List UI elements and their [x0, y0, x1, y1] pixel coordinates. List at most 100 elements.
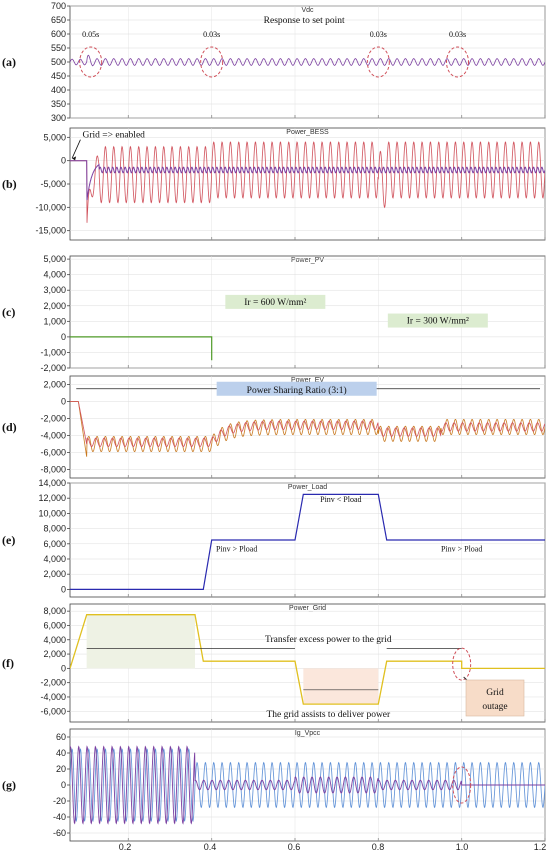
panel-power_load: Power_Load (e) 14,000 12,000 10,000 8,000 6,00…: [2, 478, 546, 598]
y-tick-label: -40: [53, 812, 66, 822]
y-tick-label: 2,000: [43, 569, 66, 579]
vpcc-line: [70, 745, 545, 825]
y-tick-label: 550: [51, 43, 66, 53]
y-tick-label: 500: [51, 57, 66, 67]
y-tick-label: 400: [51, 85, 66, 95]
time-label: 0.05s: [82, 30, 99, 39]
y-tick-label: 600: [51, 29, 66, 39]
panel-power_grid: Power_Grid (f) 8,000 6,000 4,000 2,000 0 -2,000…: [2, 603, 546, 723]
y-tick-label: 14,000: [38, 478, 66, 488]
panel-letter: (f): [2, 656, 14, 670]
y-tick-label: -10,000: [35, 202, 66, 212]
bess-line-purple: [70, 160, 545, 201]
irradiance-600-label: Ir = 600 W/mm²: [244, 298, 306, 308]
y-tick-label: 2,000: [43, 649, 66, 659]
y-tick-label: 20: [56, 764, 66, 774]
y-tick-label: 3,000: [43, 285, 66, 295]
y-tick-label: 0: [61, 584, 66, 594]
y-tick-label: -2,000: [40, 678, 66, 688]
excess-region: [86, 614, 195, 669]
pinv-gt-pload-label: Pinv > Pload: [216, 544, 257, 553]
y-tick-label: 8,000: [43, 524, 66, 534]
panel-letter: (a): [2, 55, 16, 69]
irradiance-box: [225, 294, 326, 309]
plot-area: [70, 493, 545, 590]
y-tick-label: 4,000: [43, 270, 66, 280]
dashed-circle: [452, 766, 472, 804]
sharing-label: Power Sharing Ratio (3:1): [247, 385, 347, 396]
response-label: Response to set point: [264, 16, 345, 26]
pinv-gt-pload-label: Pinv > Pload: [441, 544, 482, 553]
panel-title: Power_EV: [291, 377, 324, 384]
grid-outage-callout: Grid outage: [463, 676, 525, 717]
plot-area: [70, 141, 545, 223]
pinv-lt-pload-label: Pinv < Pload: [320, 495, 361, 504]
dashed-circle: [446, 46, 469, 78]
y-tick-label: 0: [61, 663, 66, 673]
x-tick-label: 1.2: [534, 842, 547, 852]
panel-power_ev: Power_EV (d) 2,000 0 -2,000 -4,000 -6,000 -8,00…: [2, 375, 546, 479]
time-label: 0.03s: [370, 30, 387, 39]
dashed-circle: [200, 46, 224, 78]
transfer-label: Transfer excess power to the grid: [265, 634, 392, 645]
y-tick-label: 300: [51, 113, 66, 123]
y-tick-label: 350: [51, 99, 66, 109]
panel-title: Vdc: [301, 7, 314, 14]
y-tick-label: 8,000: [43, 606, 66, 616]
irradiance-300-label: Ir = 300 W/mm²: [407, 317, 469, 327]
plot-area: [70, 54, 545, 67]
panel-title: Ig_Vpcc: [295, 730, 321, 737]
y-tick-label: -6,000: [40, 448, 66, 458]
panel-title: Power_Grid: [289, 605, 326, 612]
irradiance-box: [387, 313, 488, 328]
panel-power_bess: Power_BESS (b) 5,000 0 -5,000 -10,000 -15,000 G…: [2, 127, 546, 241]
plot-area: [70, 745, 545, 825]
grid-enabled-label: Grid => enabled: [83, 130, 146, 140]
y-tick-label: -15,000: [35, 226, 66, 236]
time-label: 0.03s: [449, 30, 466, 39]
y-tick-label: -6,000: [40, 706, 66, 716]
x-tick-label: 1.0: [456, 842, 469, 852]
outage-box: [465, 679, 525, 717]
panel-ig_vpcc: Ig_Vpcc (g) 60 40 20 0 -20 -40 -60: [2, 728, 546, 842]
y-tick-label: 12,000: [38, 493, 66, 503]
y-tick-label: 2,000: [43, 380, 66, 390]
x-axis-tick-labels: 0.2 0.4 0.6 0.8 1.0 1.2: [119, 842, 547, 852]
arrow-head: [72, 156, 77, 161]
y-tick-label: -2,000: [40, 363, 66, 373]
vdc-line: [70, 54, 545, 67]
panel-title: Power_BESS: [286, 129, 329, 136]
ev-line-red: [70, 401, 545, 448]
plot-area: [70, 401, 545, 457]
dashed-circle: [452, 647, 472, 681]
outage-label-line2: outage: [482, 702, 507, 712]
panel-title: Power_PV: [291, 257, 324, 264]
assist-region: [303, 668, 379, 705]
y-tick-label: 2,000: [43, 301, 66, 311]
y-tick-label: 5,000: [43, 132, 66, 142]
y-tick-label: 6,000: [43, 539, 66, 549]
x-tick-label: 0.6: [288, 842, 301, 852]
y-tick-label: 0: [61, 397, 66, 407]
plot-area: [70, 336, 213, 361]
x-tick-label: 0.8: [372, 842, 385, 852]
y-tick-label: 0: [61, 780, 66, 790]
panel-letter: (g): [2, 778, 16, 792]
outage-label-line1: Grid: [486, 688, 504, 698]
y-tick-label: 1,000: [43, 316, 66, 326]
panel-vdc: Vdc (a) 300 350 400 450 500 550 600 650 700 0.05s 0.…: [2, 1, 546, 123]
panel-power_pv: Power_PV (c) 5,000 4,000 3,000 2,000 1,000 0 -1,…: [2, 254, 546, 373]
y-tick-label: -5,000: [40, 179, 66, 189]
x-tick-label: 0.2: [119, 842, 132, 852]
sharing-box: [216, 381, 377, 396]
y-tick-label: 5,000: [43, 254, 66, 264]
grid-line: [70, 614, 545, 705]
y-tick-label: 4,000: [43, 635, 66, 645]
panel-letter: (d): [2, 420, 17, 434]
y-tick-label: 60: [56, 732, 66, 742]
pv-line: [70, 336, 213, 361]
dashed-circle: [366, 46, 390, 78]
load-line: [70, 493, 545, 590]
panel-letter: (e): [2, 533, 15, 547]
